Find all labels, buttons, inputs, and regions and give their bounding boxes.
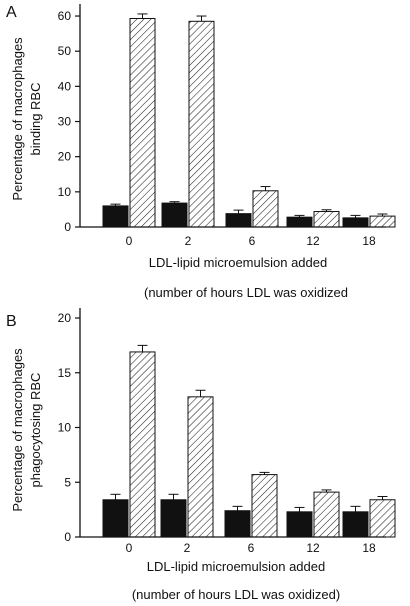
panel-a-ytick-label: 20 <box>58 150 72 164</box>
panel-a-xtick-label: 2 <box>185 234 192 248</box>
panel-b-bars <box>102 344 396 538</box>
panel-a-bar-hatched-0 <box>129 17 156 228</box>
panel-b-bar-hatched-12 <box>313 491 340 538</box>
panel-a-bar-solid-2 <box>161 202 188 228</box>
panel-a-ylabel-line1: Percentage of macrophages <box>10 37 25 201</box>
panel-b-xtick-label: 12 <box>306 541 320 555</box>
panel-a-bar-solid-6 <box>225 213 252 228</box>
panel-b-ytick-label: 5 <box>64 475 71 489</box>
panel-a-label: A <box>6 4 17 21</box>
panel-a-ytick-label: 50 <box>58 44 72 58</box>
panel-b-ylabel-line1: Percentage of macrophages <box>10 348 25 512</box>
panel-a-bar-solid-18 <box>342 217 369 228</box>
panel-b-xlabel-line1: LDL-lipid microemulsion added <box>147 559 325 574</box>
panel-b-label: B <box>6 313 17 330</box>
panel-a-bars <box>102 13 396 228</box>
panel-b: B Percentage of macrophages phagocytosin… <box>6 308 396 602</box>
panel-b-ytick-label: 10 <box>58 421 72 435</box>
panel-a-bar-solid-0 <box>102 205 129 228</box>
panel-a-ylabel-line2: binding RBC <box>28 83 43 156</box>
panel-b-ytick-label: 20 <box>58 311 72 325</box>
panel-b-bar-hatched-6 <box>251 474 278 538</box>
panel-b-xtick-label: 6 <box>248 541 255 555</box>
panel-b-bar-solid-18 <box>342 511 369 538</box>
panel-a: A Percentage of macrophages binding RBC … <box>6 4 396 300</box>
panel-b-ylabel-line2: phagocytosing RBC <box>28 373 43 488</box>
panel-b-bar-hatched-0 <box>129 351 156 538</box>
panel-a-bar-solid-12 <box>286 216 313 228</box>
panel-b-x-ticks: 0 2 6 12 18 <box>126 541 376 555</box>
panel-b-xtick-label: 0 <box>126 541 133 555</box>
panel-b-bar-hatched-18 <box>369 499 396 538</box>
panel-b-ytick-label: 0 <box>64 530 71 544</box>
panel-b-bar-solid-2 <box>160 499 187 538</box>
panel-b-bar-solid-6 <box>224 510 251 538</box>
panel-a-ytick-label: 10 <box>58 185 72 199</box>
panel-b-xtick-label: 18 <box>362 541 376 555</box>
panel-a-bar-hatched-2 <box>188 20 215 228</box>
panel-b-ytick-label: 15 <box>58 366 72 380</box>
panel-a-y-ticks: 0 10 20 30 40 50 60 <box>58 9 80 234</box>
panel-a-bar-hatched-12 <box>313 211 340 228</box>
panel-a-ytick-label: 60 <box>58 9 72 23</box>
panel-b-bar-solid-0 <box>102 499 129 538</box>
panel-b-bar-hatched-2 <box>187 396 214 538</box>
panel-a-bar-hatched-18 <box>369 215 396 228</box>
panel-a-ytick-label: 30 <box>58 115 72 129</box>
panel-a-x-ticks: 0 2 6 12 18 <box>126 234 376 248</box>
panel-a-xtick-label: 18 <box>362 234 376 248</box>
panel-a-xlabel-line1: LDL-lipid microemulsion added <box>149 255 327 270</box>
panel-a-xtick-label: 6 <box>249 234 256 248</box>
panel-a-bar-hatched-6 <box>252 190 279 228</box>
panel-b-bar-solid-12 <box>286 511 313 538</box>
panel-a-ytick-label: 0 <box>64 220 71 234</box>
panel-b-xtick-label: 2 <box>184 541 191 555</box>
panel-b-y-ticks: 0 5 10 15 20 <box>58 311 80 544</box>
panel-a-ytick-label: 40 <box>58 79 72 93</box>
panel-b-xlabel-line2: (number of hours LDL was oxidized) <box>132 587 340 602</box>
panel-a-xtick-label: 0 <box>126 234 133 248</box>
panel-a-xlabel-line2: (number of hours LDL was oxidized <box>144 285 348 300</box>
panel-a-xtick-label: 12 <box>306 234 320 248</box>
